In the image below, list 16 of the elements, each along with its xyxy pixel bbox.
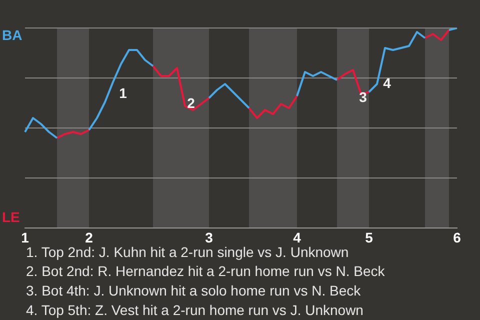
annotation: 4 (383, 74, 392, 91)
annotation: 1 (119, 84, 128, 101)
text: 4. Top 5th: Z. Vest hit a 2-run home run vs J. Unknown (26, 302, 364, 318)
x-tick-label: 1 (21, 229, 30, 246)
text: 2. Bot 2nd: R. Hernandez hit a 2-run home run vs N. Beck (26, 263, 386, 280)
x-tick-label: 2 (85, 229, 94, 246)
annotation: 2 (187, 94, 196, 111)
x-tick-label: 4 (293, 229, 302, 246)
x-tick-label: 3 (205, 229, 214, 246)
text: BA (2, 26, 22, 43)
x-tick-label: 6 (453, 229, 462, 246)
annotation: 3 (359, 88, 368, 105)
x-tick-label: 5 (365, 229, 374, 246)
text: 3. Bot 4th: J. Unknown hit a solo home run vs N. Beck (26, 282, 362, 298)
text: 1. Top 2nd: J. Kuhn hit a 2-run single vs J. Unknown (26, 244, 349, 260)
text: LE (2, 208, 20, 225)
